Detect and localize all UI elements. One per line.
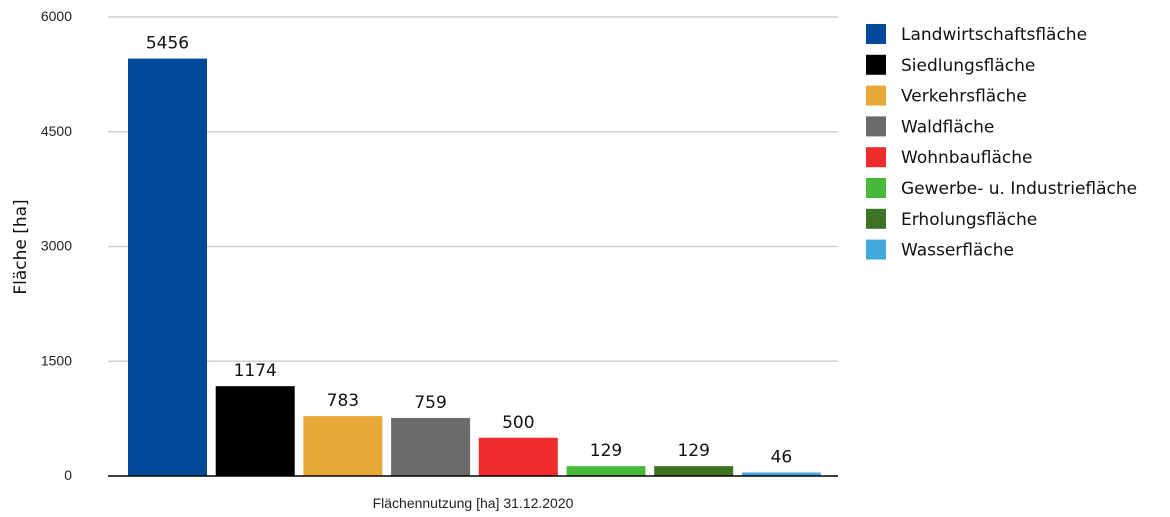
legend-swatch [866,85,886,106]
legend-label: Siedlungsfläche [901,56,1035,76]
y-tick-label: 3000 [41,238,72,254]
bar-value-label: 759 [414,393,446,413]
legend-label: Wohnbaufläche [901,148,1032,168]
bar-value-label: 500 [502,413,534,433]
legend-label: Waldfläche [901,117,994,137]
bar-value-label: 129 [677,441,709,461]
gridlines [108,16,838,362]
legend-label: Wasserfläche [901,241,1014,261]
data-labels: 5456 1174 783 759 500 129 129 46 [146,34,792,468]
legend-swatch [866,24,886,44]
y-axis-title: Fläche [ha] [11,199,31,294]
legend-swatch [866,147,886,168]
bar-value-label: 46 [771,447,793,467]
bar-value-label: 1174 [234,361,277,381]
legend-label: Gewerbe- u. Industriefläche [901,179,1137,199]
y-tick-label: 4500 [41,123,72,139]
bar-1 [128,58,207,477]
bar-3 [303,416,383,476]
y-tick-label: 1500 [41,352,72,368]
legend-label: Landwirtschaftsfläche [901,25,1087,45]
legend-label: Verkehrsfläche [901,87,1027,107]
bar-4 [391,417,471,476]
bar-value-label: 129 [590,441,622,461]
y-tick-label: 0 [64,467,72,483]
y-tick-label: 6000 [41,8,72,24]
legend-swatch [866,178,886,198]
bars [128,58,821,477]
bar-value-label: 783 [327,391,359,411]
bar-7 [654,466,734,476]
bar-6 [566,466,646,476]
bar-value-label: 5456 [146,34,189,54]
y-axis-ticks: 0 1500 3000 4500 6000 [41,8,72,483]
x-axis-title: Flächennutzung [ha] 31.12.2020 [373,495,574,511]
legend-swatch [866,208,886,229]
legend-swatch [866,239,886,260]
bar-2 [215,386,295,476]
bar-5 [478,437,558,476]
legend: Landwirtschaftsfläche Siedlungsfläche Verk… [866,24,1137,261]
legend-swatch [866,116,886,137]
bar-8 [741,472,821,476]
legend-swatch [866,54,886,75]
legend-label: Erholungsfläche [901,210,1037,230]
